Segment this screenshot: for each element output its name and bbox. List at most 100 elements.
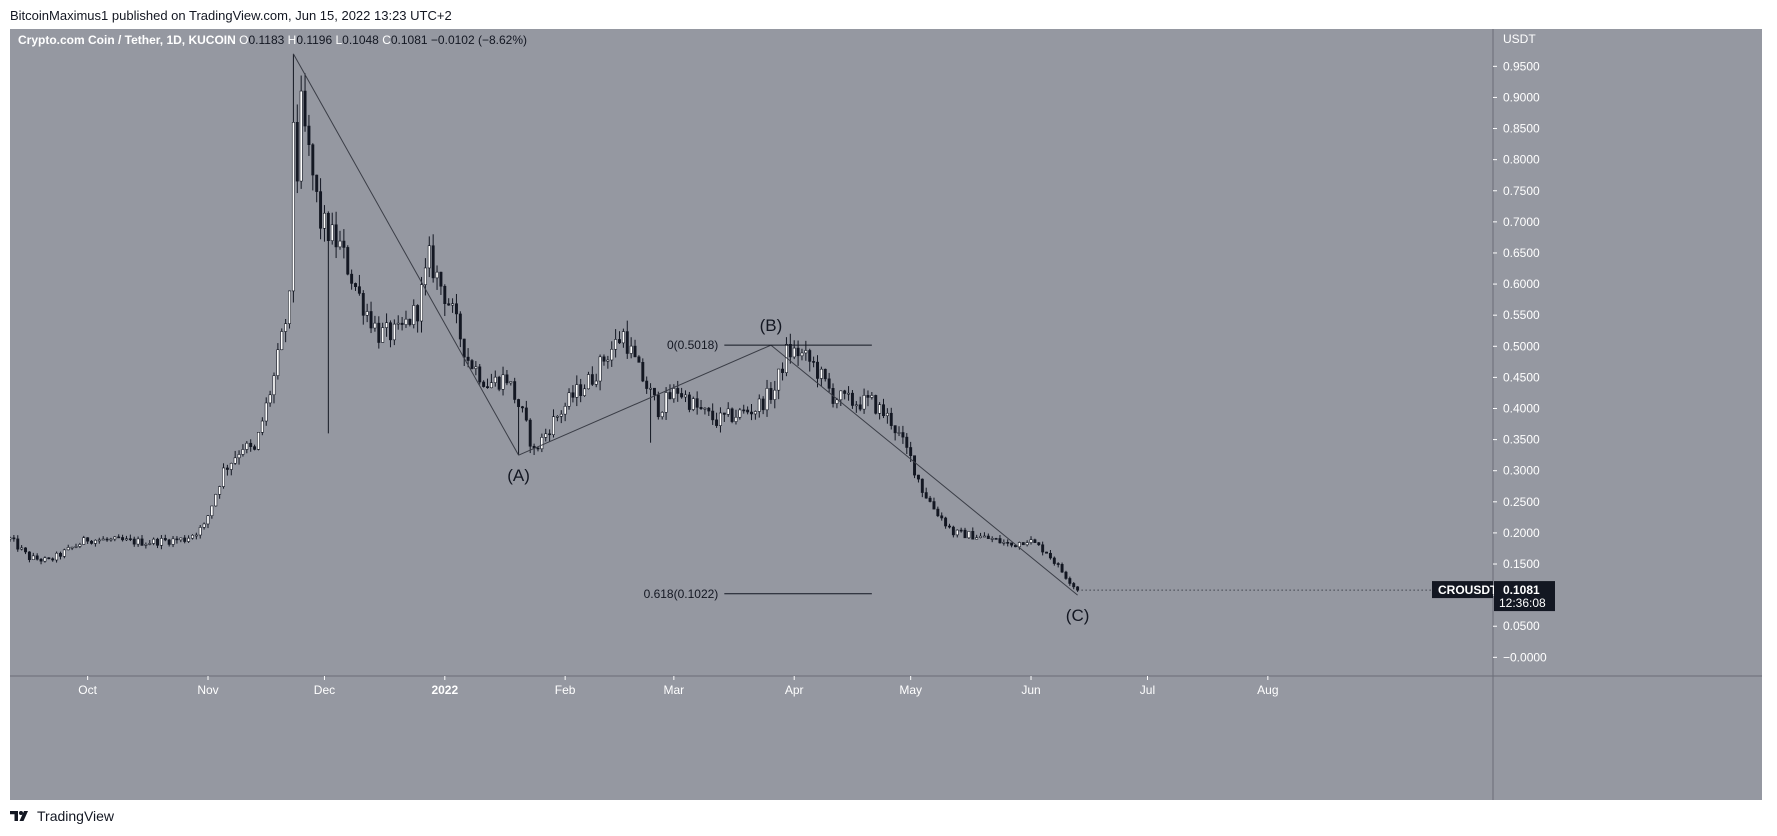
candle-body[interactable] xyxy=(229,463,233,470)
candle-body[interactable] xyxy=(163,538,167,541)
candle-body[interactable] xyxy=(559,413,563,417)
candle-body[interactable] xyxy=(121,537,125,541)
candle-body[interactable] xyxy=(517,399,521,407)
candle-body[interactable] xyxy=(932,501,936,510)
candle-body[interactable] xyxy=(136,538,140,545)
candle-body[interactable] xyxy=(858,404,862,410)
candle-body[interactable] xyxy=(718,412,722,426)
candle-body[interactable] xyxy=(1006,542,1010,544)
candle-body[interactable] xyxy=(792,347,796,358)
candle-body[interactable] xyxy=(43,557,47,562)
candle-body[interactable] xyxy=(501,374,505,390)
candle-body[interactable] xyxy=(788,344,792,358)
candle-body[interactable] xyxy=(159,538,163,546)
candle-body[interactable] xyxy=(357,286,361,294)
candle-body[interactable] xyxy=(350,273,354,284)
candle-body[interactable] xyxy=(889,412,893,426)
candle-body[interactable] xyxy=(920,478,924,493)
candle-body[interactable] xyxy=(897,432,901,434)
candle-body[interactable] xyxy=(152,538,156,544)
candle-body[interactable] xyxy=(862,395,866,410)
candle-body[interactable] xyxy=(156,538,159,546)
candle-body[interactable] xyxy=(486,386,489,389)
candle-body[interactable] xyxy=(396,322,400,325)
candle-body[interactable] xyxy=(664,392,668,413)
candle-body[interactable] xyxy=(951,526,955,536)
candle-body[interactable] xyxy=(509,381,513,384)
candle-body[interactable] xyxy=(311,144,315,176)
candle-body[interactable] xyxy=(730,408,734,422)
candle-body[interactable] xyxy=(253,446,257,450)
candle-body[interactable] xyxy=(819,368,823,379)
candle-body[interactable] xyxy=(691,398,695,410)
candle-body[interactable] xyxy=(373,322,377,329)
candle-body[interactable] xyxy=(555,416,559,418)
candle-body[interactable] xyxy=(319,191,323,229)
candle-body[interactable] xyxy=(206,515,210,525)
candle-body[interactable] xyxy=(202,523,206,528)
candle-body[interactable] xyxy=(171,538,175,545)
candle-body[interactable] xyxy=(431,245,435,279)
candle-body[interactable] xyxy=(944,517,948,527)
candle-body[interactable] xyxy=(194,534,198,537)
candle-body[interactable] xyxy=(489,382,493,389)
candle-body[interactable] xyxy=(125,538,128,541)
candle-body[interactable] xyxy=(291,122,295,292)
candle-body[interactable] xyxy=(105,538,109,541)
candle-body[interactable] xyxy=(462,338,466,358)
candle-body[interactable] xyxy=(909,447,913,457)
candle-body[interactable] xyxy=(97,539,101,542)
candle-body[interactable] xyxy=(12,537,16,540)
candle-body[interactable] xyxy=(148,543,152,545)
candle-body[interactable] xyxy=(439,271,443,287)
candle-body[interactable] xyxy=(330,224,334,241)
candle-body[interactable] xyxy=(971,531,975,540)
candle-body[interactable] xyxy=(27,551,31,560)
candle-body[interactable] xyxy=(466,356,470,361)
candle-body[interactable] xyxy=(544,433,548,438)
candle-body[interactable] xyxy=(680,393,684,398)
candle-body[interactable] xyxy=(1029,539,1033,543)
candle-body[interactable] xyxy=(1056,563,1060,565)
candle-body[interactable] xyxy=(427,245,431,269)
candle-body[interactable] xyxy=(132,538,136,545)
candle-body[interactable] xyxy=(684,394,687,398)
candle-body[interactable] xyxy=(583,388,587,396)
candle-body[interactable] xyxy=(264,402,268,422)
candle-body[interactable] xyxy=(528,419,532,447)
tradingview-logo-icon[interactable] xyxy=(10,810,32,822)
candle-body[interactable] xyxy=(412,305,416,325)
candle-body[interactable] xyxy=(703,407,707,410)
candle-body[interactable] xyxy=(742,409,746,412)
candle-body[interactable] xyxy=(140,538,144,546)
candle-body[interactable] xyxy=(24,547,27,553)
candle-body[interactable] xyxy=(707,407,711,412)
candle-body[interactable] xyxy=(16,538,20,550)
candle-body[interactable] xyxy=(109,538,113,541)
candle-body[interactable] xyxy=(967,531,971,539)
candle-body[interactable] xyxy=(816,361,819,379)
candle-body[interactable] xyxy=(299,90,303,182)
candle-body[interactable] xyxy=(901,432,905,438)
candle-body[interactable] xyxy=(272,375,276,396)
candle-body[interactable] xyxy=(420,284,423,322)
candle-body[interactable] xyxy=(777,368,781,391)
candle-body[interactable] xyxy=(249,442,253,447)
candle-body[interactable] xyxy=(385,322,389,328)
candle-body[interactable] xyxy=(183,537,187,542)
candle-body[interactable] xyxy=(990,538,994,540)
candle-body[interactable] xyxy=(986,535,990,539)
candle-body[interactable] xyxy=(637,356,641,363)
tradingview-brand[interactable]: TradingView xyxy=(37,808,115,824)
candle-body[interactable] xyxy=(882,404,885,417)
candle-body[interactable] xyxy=(78,544,82,547)
candle-body[interactable] xyxy=(979,535,983,538)
candle-body[interactable] xyxy=(1045,551,1049,554)
candle-body[interactable] xyxy=(738,409,742,418)
candle-body[interactable] xyxy=(618,339,621,344)
candle-body[interactable] xyxy=(284,323,288,332)
candle-body[interactable] xyxy=(940,515,944,519)
candle-body[interactable] xyxy=(552,416,555,435)
candle-body[interactable] xyxy=(734,416,738,422)
candle-body[interactable] xyxy=(1072,583,1076,588)
